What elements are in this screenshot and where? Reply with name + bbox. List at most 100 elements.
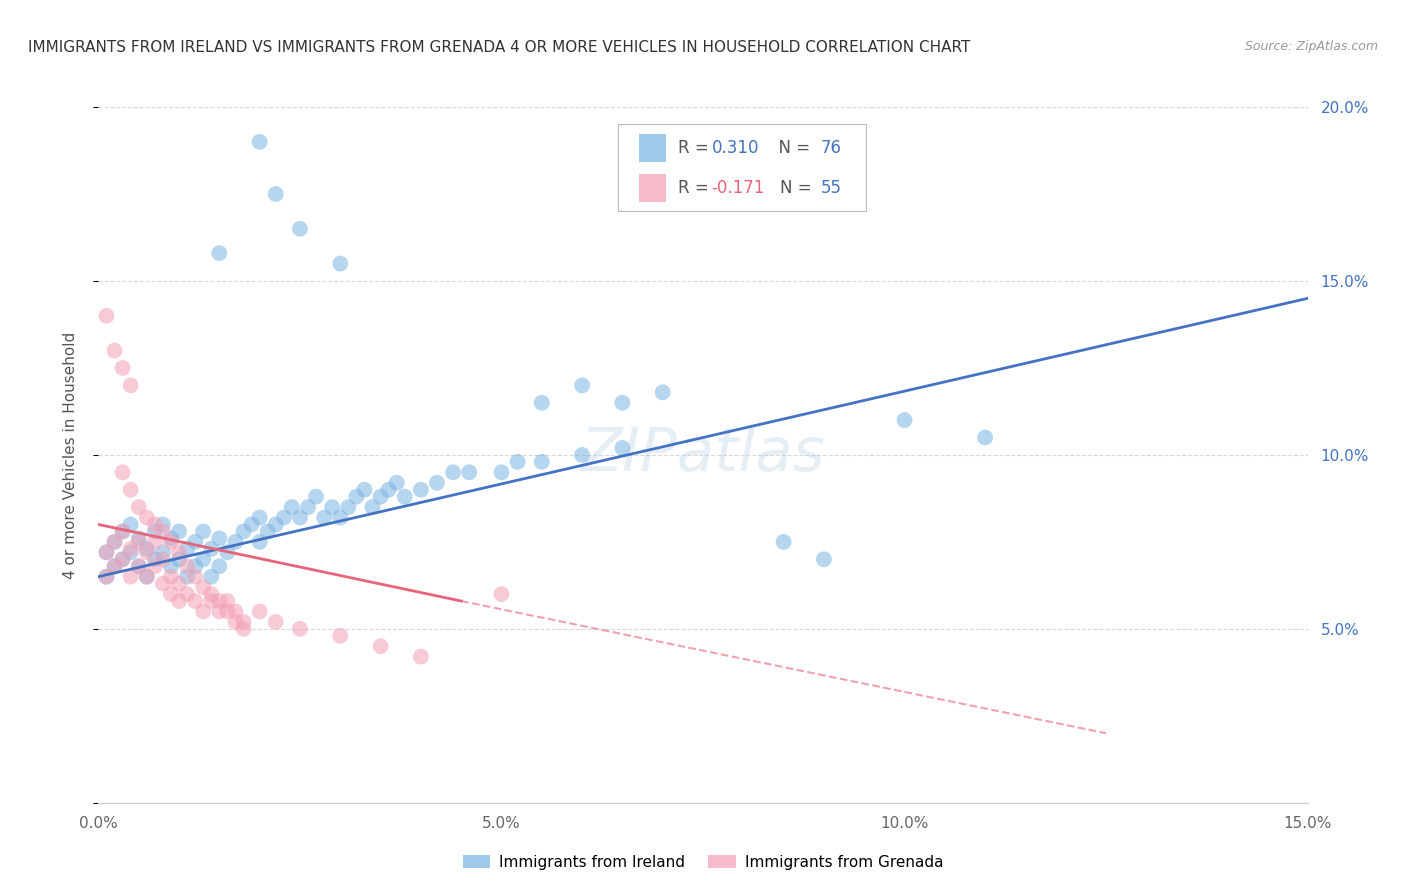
Point (200, 594, 222, 608)
Point (394, 490, 416, 504)
Point (612, 441, 634, 455)
Point (208, 246, 231, 260)
Point (813, 552, 835, 566)
Point (128, 532, 150, 546)
Point (111, 360, 134, 375)
Point (232, 622, 254, 636)
Point (184, 534, 207, 549)
Point (409, 483, 432, 497)
Point (176, 570, 198, 584)
Point (193, 552, 215, 566)
Point (217, 545, 239, 559)
Point (571, 448, 593, 462)
Point (491, 466, 513, 480)
Point (217, 605, 239, 619)
Point (120, 570, 142, 584)
Point (441, 466, 464, 480)
Point (264, 517, 287, 532)
Text: 0.310: 0.310 (711, 139, 759, 157)
Point (176, 587, 198, 601)
Point (458, 466, 481, 480)
Point (184, 594, 207, 608)
Point (288, 221, 311, 235)
Point (143, 524, 166, 539)
Point (128, 500, 150, 514)
Point (160, 570, 183, 584)
Point (103, 343, 125, 358)
Point (193, 605, 215, 619)
Point (152, 524, 174, 539)
Point (224, 534, 246, 549)
Point (111, 552, 134, 566)
FancyBboxPatch shape (619, 124, 866, 211)
Point (353, 483, 375, 497)
Point (152, 576, 174, 591)
FancyBboxPatch shape (638, 174, 665, 202)
Point (329, 510, 352, 524)
Point (337, 500, 360, 514)
Point (208, 605, 231, 619)
Point (530, 395, 553, 409)
Point (426, 475, 449, 490)
Point (530, 455, 553, 469)
Y-axis label: 4 or more Vehicles in Household: 4 or more Vehicles in Household (63, 331, 77, 579)
Point (208, 532, 231, 546)
Point (167, 524, 190, 539)
Point (249, 510, 271, 524)
Point (651, 385, 673, 400)
Point (273, 510, 295, 524)
Point (409, 649, 432, 664)
Point (974, 430, 997, 444)
Point (370, 490, 392, 504)
Point (152, 517, 174, 532)
Point (120, 545, 142, 559)
Point (167, 576, 190, 591)
Point (103, 534, 125, 549)
Point (256, 524, 278, 539)
Point (264, 187, 287, 202)
Point (176, 559, 198, 574)
Text: IMMIGRANTS FROM IRELAND VS IMMIGRANTS FROM GRENADA 4 OR MORE VEHICLES IN HOUSEHO: IMMIGRANTS FROM IRELAND VS IMMIGRANTS FR… (28, 40, 970, 55)
Point (152, 552, 174, 566)
Point (143, 552, 166, 566)
Point (321, 500, 343, 514)
Point (232, 615, 254, 629)
Point (167, 552, 190, 566)
Point (128, 559, 150, 574)
Point (281, 500, 304, 514)
Point (240, 517, 263, 532)
Point (571, 378, 593, 392)
Point (208, 559, 231, 574)
Point (370, 639, 392, 653)
Point (135, 570, 157, 584)
Point (297, 500, 319, 514)
Text: Source: ZipAtlas.com: Source: ZipAtlas.com (1244, 40, 1378, 54)
Text: R =: R = (678, 179, 714, 197)
Point (103, 534, 125, 549)
Point (772, 534, 794, 549)
Point (111, 466, 134, 480)
Point (184, 559, 207, 574)
Point (193, 524, 215, 539)
Point (120, 378, 142, 392)
Point (249, 605, 271, 619)
Point (217, 594, 239, 608)
Point (344, 490, 367, 504)
Point (288, 510, 311, 524)
Point (167, 594, 190, 608)
Point (143, 517, 166, 532)
Point (111, 524, 134, 539)
Point (612, 395, 634, 409)
Point (96, 545, 118, 559)
Point (120, 541, 142, 556)
Point (193, 580, 215, 594)
Point (249, 534, 271, 549)
Point (96, 570, 118, 584)
Point (96, 570, 118, 584)
Point (288, 622, 311, 636)
Point (120, 517, 142, 532)
Point (232, 524, 254, 539)
Point (111, 524, 134, 539)
Point (184, 570, 207, 584)
Point (128, 534, 150, 549)
